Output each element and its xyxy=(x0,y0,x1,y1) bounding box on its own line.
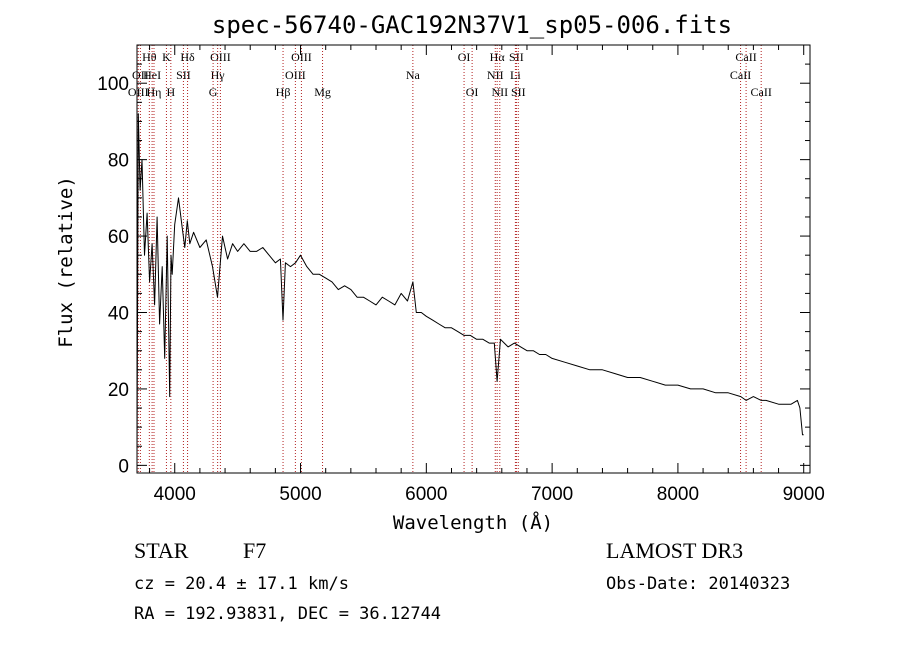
redshift-readout: cz = 20.4 ± 17.1 km/s xyxy=(134,574,349,594)
spectral-line-label: Hβ xyxy=(276,85,291,99)
flux-line xyxy=(136,113,804,458)
spectral-line-label: Hθ xyxy=(142,50,157,64)
x-tick-label: 6000 xyxy=(405,484,447,505)
spectral-line-label: NII xyxy=(491,85,508,99)
spectral-line-label: G xyxy=(209,85,218,99)
spectral-line-label: Hγ xyxy=(211,68,226,82)
object-subclass: F7 xyxy=(243,538,267,563)
axis-ticks: 4000 5000 6000 7000 8000 9000 0 20 40 60 80 100 xyxy=(97,45,825,505)
spectral-line-label: Na xyxy=(406,68,421,82)
spectral-line-label: K xyxy=(162,50,171,64)
x-tick-label: 5000 xyxy=(279,484,321,505)
spectral-line-label: Hδ xyxy=(180,50,195,64)
spectral-line-label: CaII xyxy=(735,50,756,64)
spectral-line-label: H xyxy=(167,85,176,99)
x-tick-label: 9000 xyxy=(783,484,825,505)
x-tick-label: 7000 xyxy=(531,484,573,505)
spectral-line-label: Mg xyxy=(314,85,331,99)
spectral-line-label: OI xyxy=(458,50,471,64)
spectral-line-label: Hη xyxy=(147,85,162,99)
y-tick-label: 40 xyxy=(108,304,129,325)
y-tick-label: 20 xyxy=(108,380,129,401)
spectral-line-label: CaII xyxy=(751,85,772,99)
spectral-line-label: HeI xyxy=(143,68,161,82)
x-tick-label: 4000 xyxy=(154,484,196,505)
spectral-line-label: Hα xyxy=(490,50,506,64)
y-tick-label: 80 xyxy=(108,151,129,172)
chart-title: spec-56740-GAC192N37V1_sp05-006.fits xyxy=(212,11,732,39)
spectral-line-label: Li xyxy=(510,68,521,82)
spectral-line-label: SII xyxy=(509,50,524,64)
spectral-line-label: OIII xyxy=(210,50,231,64)
x-tick-label: 8000 xyxy=(657,484,699,505)
survey-name: LAMOST DR3 xyxy=(606,538,744,563)
y-tick-label: 60 xyxy=(108,227,129,248)
spectrum-series xyxy=(136,113,804,458)
spectral-line-label: OI xyxy=(466,85,479,99)
plot-frame xyxy=(136,44,811,474)
spectral-line-label: OIII xyxy=(128,85,149,99)
observation-date: Obs-Date: 20140323 xyxy=(606,574,791,594)
y-tick-label: 0 xyxy=(118,456,129,477)
spectral-line-label: NII xyxy=(487,68,504,82)
x-axis-label: Wavelength (Å) xyxy=(393,511,553,534)
coordinates-readout: RA = 192.93831, DEC = 36.12744 xyxy=(134,604,442,624)
spectral-line-label: CaII xyxy=(730,68,751,82)
y-tick-label: 100 xyxy=(97,74,129,95)
spectral-line-label: OIII xyxy=(285,68,306,82)
object-class: STAR xyxy=(134,538,189,563)
spectral-line-label: SII xyxy=(511,85,526,99)
y-axis-label: Flux (relative) xyxy=(55,176,77,348)
spectral-line-label: OIII xyxy=(291,50,312,64)
spectral-line-label: OII xyxy=(132,68,149,82)
spectral-line-label: SII xyxy=(176,68,191,82)
